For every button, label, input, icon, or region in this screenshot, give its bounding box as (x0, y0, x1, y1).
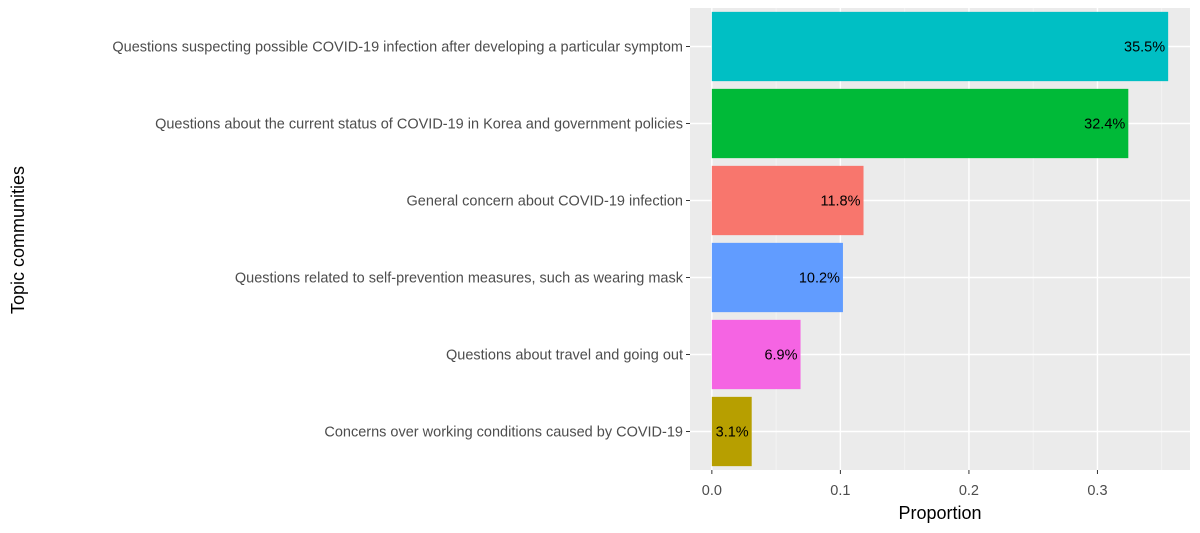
category-label: Questions about the current status of CO… (155, 117, 683, 133)
x-tick-label: 0.0 (702, 483, 722, 499)
data-label: 35.5% (1124, 40, 1165, 56)
category-label: Questions related to self-prevention mea… (235, 271, 684, 287)
bar (711, 165, 864, 236)
data-label: 3.1% (716, 425, 749, 441)
x-tick-label: 0.1 (830, 483, 850, 499)
bars (711, 11, 1169, 467)
category-label: Questions about travel and going out (446, 348, 683, 364)
bar (711, 11, 1169, 82)
bar (711, 88, 1129, 159)
x-axis-title: Proportion (898, 503, 981, 523)
category-label: General concern about COVID-19 infection (407, 194, 683, 210)
x-tick-label: 0.3 (1087, 483, 1107, 499)
minor-gridlines (775, 8, 1163, 470)
y-axis-title: Topic communities (8, 166, 28, 314)
data-labels: 35.5% 32.4% 11.8% 10.2% 6.9% 3.1% (716, 40, 1166, 441)
bar (711, 242, 843, 313)
bar (711, 396, 752, 467)
data-label: 32.4% (1084, 117, 1125, 133)
bar (711, 319, 801, 390)
y-axis: Questions suspecting possible COVID-19 i… (112, 40, 690, 441)
x-axis: 0.0 0.1 0.2 0.3 (702, 470, 1108, 499)
data-label: 10.2% (799, 271, 840, 287)
x-tick-label: 0.2 (959, 483, 979, 499)
category-label: Questions suspecting possible COVID-19 i… (112, 40, 683, 56)
data-label: 6.9% (764, 348, 797, 364)
data-label: 11.8% (820, 194, 860, 210)
category-label: Concerns over working conditions caused … (324, 425, 683, 441)
panel-background (690, 8, 1190, 470)
